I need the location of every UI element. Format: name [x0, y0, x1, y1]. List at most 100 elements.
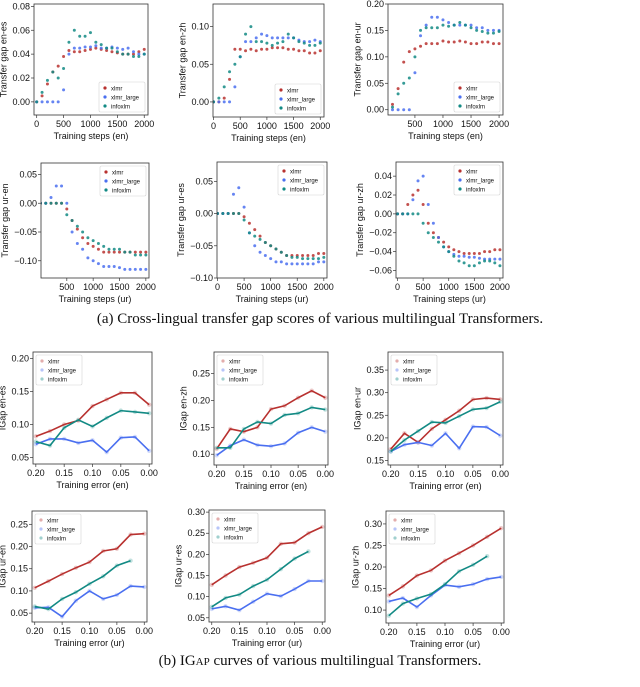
y-axis-label: IGap ur-en: [0, 545, 8, 588]
legend-label-xlmr_large: xlmr_large: [466, 96, 495, 102]
legend-box: [388, 513, 436, 545]
x-tick-label: 0.10: [437, 469, 455, 479]
y-tick-label: 0.00: [191, 97, 209, 107]
point-xlmr_large: [54, 184, 58, 188]
point-xlmr: [139, 250, 143, 254]
point-xlmr: [78, 50, 82, 54]
point-xlmr_large: [131, 50, 135, 54]
legend-label-xlmr: xlmr: [466, 170, 477, 176]
point-xlmr: [430, 42, 434, 46]
point-xlmr_large: [491, 28, 495, 32]
x-tick-label: 0.20: [208, 469, 226, 479]
legend-marker-infoxlm: [393, 536, 397, 540]
plot-area: [217, 186, 326, 266]
point-infoxlm: [102, 244, 106, 248]
point-infoxlm: [297, 40, 301, 44]
point-xlmr_large: [222, 100, 226, 104]
point-xlmr_large: [139, 267, 143, 271]
point-xlmr: [292, 47, 296, 51]
point-xlmr: [452, 248, 456, 252]
point-xlmr: [306, 253, 310, 257]
legend-box: [277, 164, 325, 196]
x-tick-label: 2000: [490, 282, 510, 292]
point-xlmr: [497, 42, 501, 46]
point-infoxlm: [142, 52, 146, 56]
y-axis-label: Transfer gap ur-en: [0, 183, 10, 257]
point-infoxlm: [480, 29, 484, 33]
line-infoxlm: [34, 559, 131, 610]
point-infoxlm: [65, 213, 69, 217]
point-infoxlm: [270, 43, 274, 47]
legend-label-xlmr_large: xlmr_large: [290, 179, 319, 185]
legend-label-infoxlm: infoxlm: [287, 107, 306, 113]
point-xlmr_large: [480, 26, 484, 30]
chart-2: 0 500 1000 1500 2000 0.00 0.05 0.10 Training ste…: [177, 3, 330, 143]
legend-label-infoxlm: infoxlm: [112, 189, 131, 195]
y-tick-label: 0.06: [12, 25, 30, 35]
legend-label-xlmr: xlmr: [466, 87, 477, 93]
point-infoxlm: [83, 34, 87, 38]
x-tick-label: 0.10: [84, 468, 102, 478]
x-tick-label: 1000: [261, 282, 281, 292]
x-tick-label: 0.15: [409, 469, 427, 479]
point-infoxlm: [260, 40, 264, 44]
point-infoxlm: [217, 212, 220, 216]
y-tick-label: 0.10: [191, 22, 209, 32]
line-xlmr: [35, 392, 150, 438]
point-infoxlm: [316, 257, 320, 261]
x-tick-label: 1500: [287, 282, 307, 292]
point-xlmr_large: [472, 255, 476, 259]
y-tick-label: −0.10: [14, 256, 37, 266]
caption-a: (a) Cross-lingual transfer gap scores of…: [96, 311, 544, 327]
legend-label-infoxlm: infoxlm: [229, 378, 248, 384]
point-xlmr_large: [322, 260, 326, 264]
y-tick-label: 0.35: [366, 365, 384, 375]
legend-box: [216, 354, 264, 386]
x-tick-label: 0.15: [235, 469, 253, 479]
point-infoxlm: [131, 55, 135, 59]
point-infoxlm: [40, 90, 44, 94]
point-xlmr_large: [67, 52, 71, 56]
y-axis-label: IGap ur-zh: [350, 546, 360, 589]
axes-frame: [395, 161, 504, 279]
y-tick-label: 0.25: [364, 540, 382, 550]
x-tick-label: 0.10: [81, 626, 99, 636]
line-xlmr_large: [216, 426, 326, 456]
legend-marker-xlmr: [395, 359, 399, 363]
point-xlmr: [308, 51, 312, 55]
x-tick-label: 0.00: [317, 469, 335, 479]
x-tick-label: 0.00: [313, 626, 331, 636]
point-xlmr: [458, 39, 462, 43]
point-xlmr_large: [112, 265, 116, 268]
point-infoxlm: [313, 43, 317, 47]
legend-label-infoxlm: infoxlm: [466, 105, 485, 111]
point-xlmr: [270, 46, 274, 50]
point-xlmr_large: [253, 244, 257, 248]
y-tick-label: 0.25: [10, 519, 28, 529]
point-infoxlm: [486, 31, 490, 35]
y-tick-label: 0.05: [19, 170, 37, 180]
point-xlmr: [447, 40, 451, 44]
legend-marker-xlmr: [221, 359, 225, 363]
legend-label-xlmr_large: xlmr_large: [112, 180, 141, 186]
point-xlmr_large: [254, 36, 258, 40]
y-tick-label: 0.00: [12, 97, 30, 107]
point-xlmr: [431, 231, 435, 235]
point-xlmr_large: [126, 46, 130, 50]
point-xlmr_large: [430, 15, 434, 19]
point-xlmr_large: [144, 267, 148, 271]
point-xlmr: [91, 244, 95, 248]
point-infoxlm: [274, 247, 278, 251]
legend-marker-infoxlm: [40, 377, 44, 381]
x-tick-label: 1500: [107, 119, 127, 129]
point-infoxlm: [99, 43, 103, 47]
legend-label-infoxlm: infoxlm: [466, 188, 485, 194]
point-xlmr_large: [133, 267, 137, 271]
legend-marker-xlmr: [393, 518, 397, 522]
point-xlmr_large: [81, 247, 85, 251]
point-xlmr_large: [281, 36, 285, 40]
y-tick-label: 0.00: [19, 198, 37, 208]
y-tick-label: −0.04: [369, 247, 392, 257]
